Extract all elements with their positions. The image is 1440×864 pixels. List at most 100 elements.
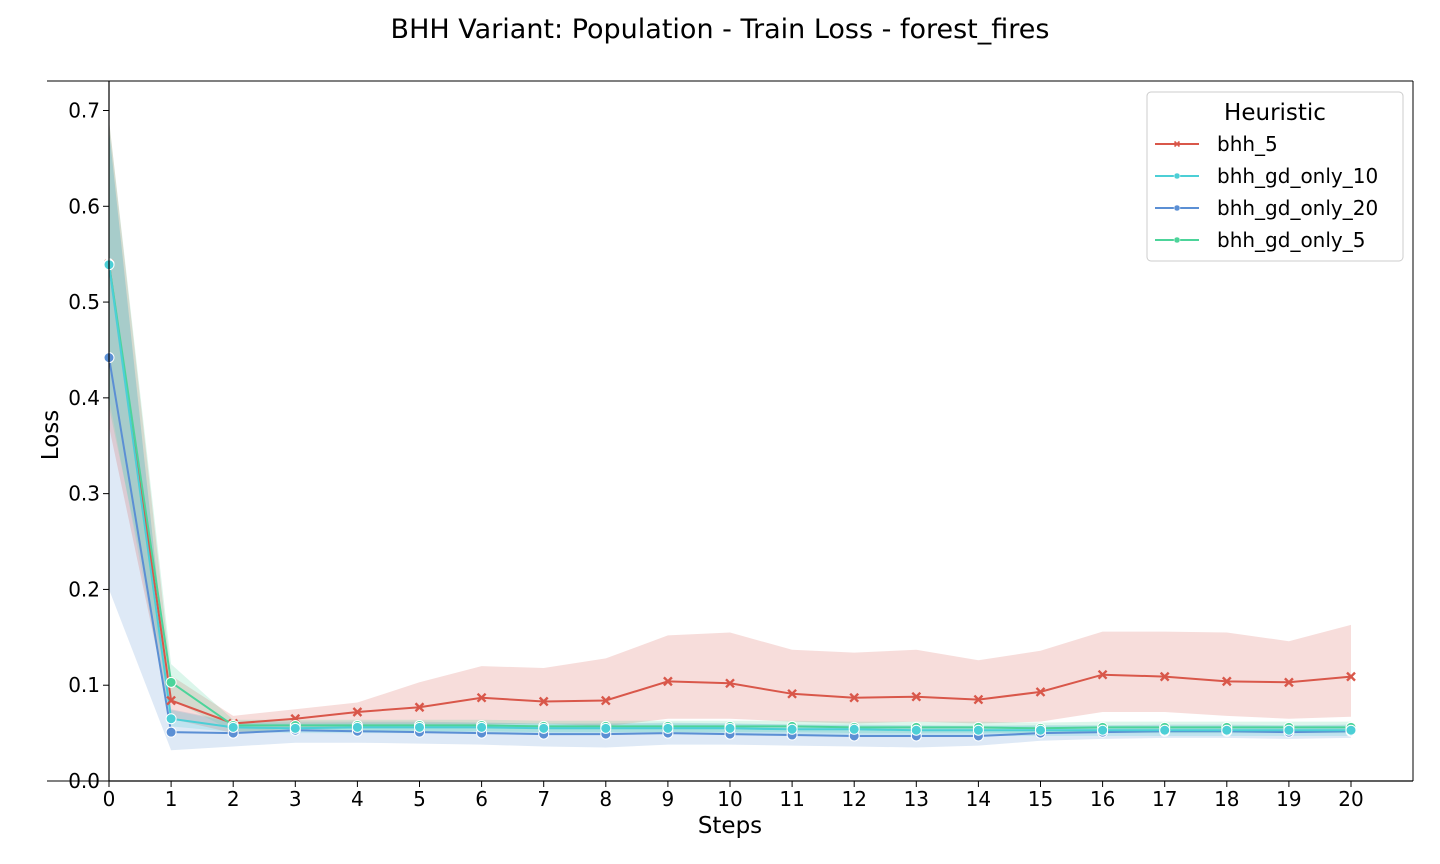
y-tick-label: 0.1	[68, 673, 100, 697]
x-tick-label: 6	[475, 787, 488, 811]
point-bhh_gd_only_10	[1159, 724, 1171, 736]
point-cross-stroke	[1159, 671, 1170, 682]
point-cross-stroke	[166, 695, 176, 706]
y-axis-label: Loss	[38, 410, 64, 460]
x-tick-label: 9	[662, 787, 675, 811]
legend: Heuristic bhh_5 bhh_gd_only_10 bhh_gd_only_…	[1146, 91, 1404, 262]
confidence-bands	[109, 120, 1351, 751]
point-cross-stroke	[973, 694, 984, 705]
point-bhh_gd_only_10	[1097, 724, 1109, 736]
point-bhh_gd_only_10	[165, 713, 177, 725]
x-tick-label: 10	[717, 787, 742, 811]
point-bhh_5	[1284, 677, 1294, 688]
x-tick-label: 20	[1338, 787, 1363, 811]
legend-item-bhh_gd_only_10: bhh_gd_only_10	[1155, 164, 1378, 188]
point-cross-stroke	[849, 692, 860, 703]
point-bhh_5	[663, 676, 673, 687]
legend-label: bhh_5	[1217, 132, 1278, 156]
point-bhh_5	[1159, 671, 1170, 682]
point-bhh_gd_only_10	[910, 724, 922, 736]
x-tick-label: 19	[1276, 787, 1301, 811]
point-bhh_5	[1346, 671, 1356, 682]
point-bhh_5	[1035, 687, 1046, 697]
x-axis-label: Steps	[698, 813, 762, 839]
y-tick-label: 0.5	[68, 290, 100, 314]
point-bhh_gd_only_10	[414, 721, 425, 733]
point-bhh_gd_only_10	[476, 721, 488, 733]
legend-swatch-marker	[1173, 140, 1181, 148]
point-bhh_5	[787, 688, 797, 699]
point-bhh_5	[166, 695, 176, 706]
x-tick-label: 7	[537, 787, 550, 811]
point-bhh_gd_only_20	[165, 726, 177, 738]
legend-label: bhh_gd_only_10	[1217, 164, 1378, 188]
legend-label: bhh_gd_only_20	[1217, 196, 1378, 220]
legend-swatch-marker	[1173, 236, 1181, 244]
x-tick-label: 2	[227, 787, 240, 811]
point-cross-stroke	[911, 691, 922, 702]
band-bhh_5	[109, 120, 1351, 734]
point-cross-stroke	[787, 688, 797, 699]
point-bhh_gd_only_10	[600, 722, 612, 734]
y-tick-label: 0.0	[68, 769, 100, 793]
x-tick-label: 13	[904, 787, 929, 811]
point-bhh_gd_only_10	[786, 723, 798, 735]
x-tick-label: 1	[165, 787, 178, 811]
y-tick-label: 0.6	[68, 194, 100, 218]
point-bhh_5	[1097, 669, 1108, 680]
legend-item-bhh_5: bhh_5	[1155, 132, 1278, 156]
point-cross-stroke	[414, 702, 425, 713]
axes: 0 1 2 3 4 5 6 7 8 9 10 11 12 13 14 15 16 17 18 19 200.00.10.…	[47, 80, 1414, 811]
x-tick-label: 5	[413, 787, 426, 811]
x-tick-label: 15	[1028, 787, 1053, 811]
point-bhh_5	[1221, 676, 1232, 687]
point-cross-stroke	[476, 692, 487, 703]
legend-swatch-marker	[1173, 204, 1181, 212]
x-tick-label: 16	[1090, 787, 1115, 811]
point-bhh_5	[725, 678, 735, 689]
point-bhh_gd_only_5	[165, 676, 177, 688]
point-cross-stroke	[725, 678, 735, 689]
legend-item-bhh_gd_only_20: bhh_gd_only_20	[1155, 196, 1378, 220]
point-bhh_5	[538, 696, 549, 707]
point-cross-stroke	[663, 676, 673, 687]
point-cross-stroke	[1284, 677, 1294, 688]
y-tick-label: 0.2	[68, 577, 100, 601]
x-tick-label: 17	[1152, 787, 1177, 811]
legend-frame	[1146, 91, 1404, 262]
chart-title: BHH Variant: Population - Train Loss - f…	[391, 14, 1050, 45]
point-cross-stroke	[352, 707, 363, 717]
x-tick-label: 14	[966, 787, 991, 811]
point-bhh_gd_only_10	[848, 723, 860, 735]
x-tick-label: 12	[841, 787, 866, 811]
point-bhh_gd_only_10	[538, 722, 550, 734]
x-tick-label: 0	[103, 787, 116, 811]
point-bhh_5	[352, 707, 363, 717]
legend-title: Heuristic	[1224, 100, 1326, 126]
legend-label: bhh_gd_only_5	[1217, 228, 1365, 252]
point-bhh_5	[476, 692, 487, 703]
y-tick-label: 0.3	[68, 482, 100, 506]
x-tick-label: 4	[351, 787, 364, 811]
point-bhh_gd_only_10	[1345, 724, 1357, 736]
point-bhh_gd_only_10	[227, 721, 239, 733]
point-bhh_gd_only_10	[1035, 724, 1046, 736]
legend-item-bhh_gd_only_5: bhh_gd_only_5	[1155, 228, 1365, 252]
point-cross-stroke	[600, 695, 611, 706]
point-bhh_gd_only_10	[724, 722, 736, 734]
y-tick-label: 0.7	[68, 99, 100, 123]
point-bhh_gd_only_10	[972, 724, 984, 736]
point-bhh_gd_only_10	[1283, 724, 1295, 736]
point-cross-stroke	[1097, 669, 1108, 680]
point-cross-stroke	[1346, 671, 1356, 682]
point-bhh_gd_only_10	[351, 721, 363, 733]
point-bhh_5	[414, 702, 425, 713]
point-bhh_5	[911, 691, 922, 702]
point-cross-stroke	[538, 696, 549, 707]
y-tick-label: 0.4	[68, 386, 100, 410]
point-bhh_5	[973, 694, 984, 705]
point-cross-stroke	[1035, 687, 1046, 697]
legend-swatch-marker	[1173, 172, 1181, 180]
point-bhh_5	[849, 692, 860, 703]
x-tick-label: 11	[779, 787, 804, 811]
